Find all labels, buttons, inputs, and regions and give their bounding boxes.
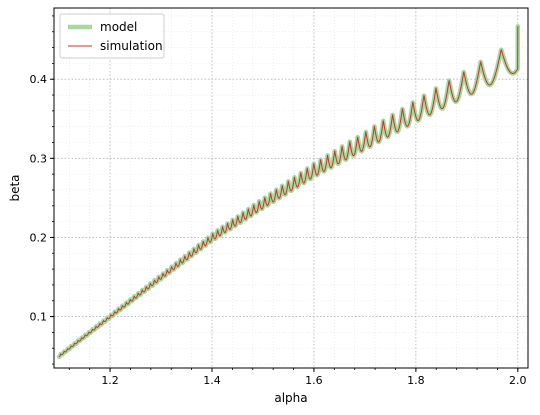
y-tick-label: 0.3 bbox=[30, 152, 48, 165]
y-tick-label: 0.1 bbox=[30, 311, 48, 324]
x-tick-label: 1.6 bbox=[305, 374, 323, 387]
series-line-simulation bbox=[58, 26, 519, 358]
x-tick-label: 1.4 bbox=[203, 374, 221, 387]
series-layer bbox=[56, 23, 521, 360]
y-tick-label: 0.2 bbox=[30, 231, 48, 244]
legend-label-model: model bbox=[100, 20, 137, 34]
x-axis-label: alpha bbox=[274, 391, 307, 405]
x-tick-label: 1.2 bbox=[101, 374, 119, 387]
y-axis-label: beta bbox=[8, 174, 22, 201]
axis-ticks: 1.2 1.4 1.6 1.8 2.0 0.1 0.2 0.3 0.4 bbox=[30, 15, 527, 387]
legend: model simulation bbox=[59, 13, 165, 59]
y-tick-label: 0.4 bbox=[30, 73, 48, 86]
plot-frame bbox=[53, 7, 529, 369]
x-tick-label: 1.8 bbox=[407, 374, 425, 387]
legend-label-simulation: simulation bbox=[100, 39, 163, 53]
x-tick-label: 2.0 bbox=[509, 374, 527, 387]
